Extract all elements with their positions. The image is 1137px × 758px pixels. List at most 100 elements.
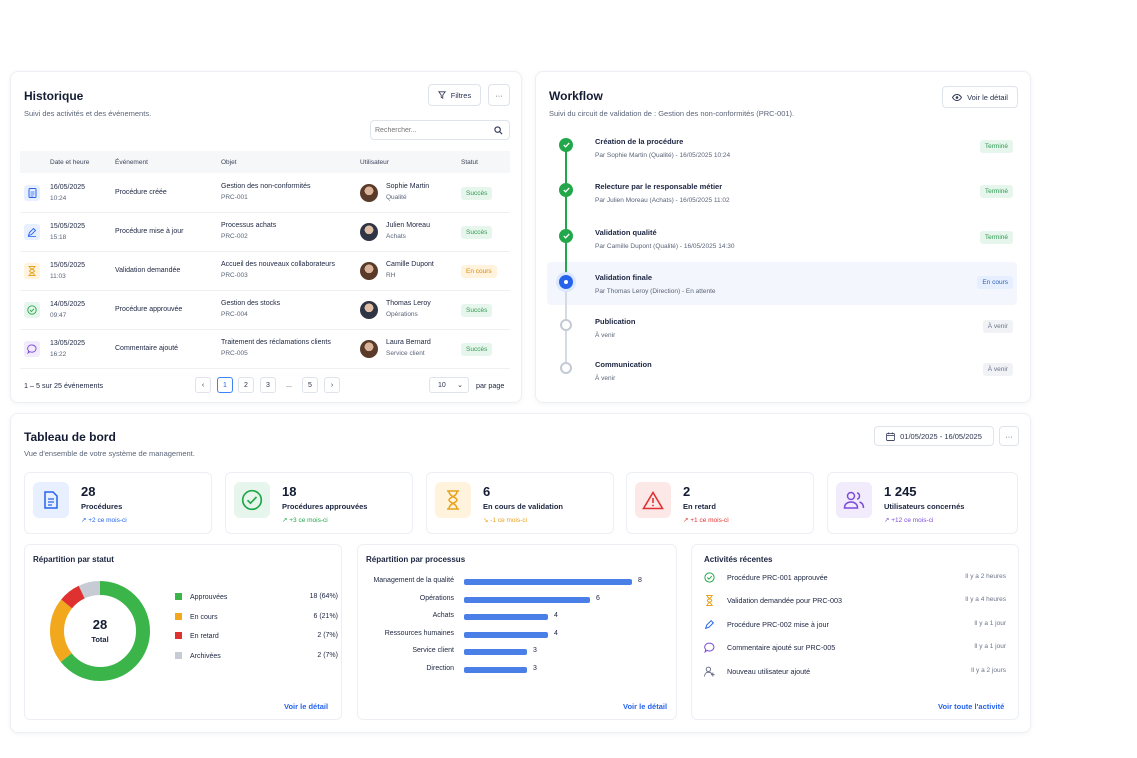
kpi-card-users[interactable]: 1 245 Utilisateurs concernés ↗ +12 ce mo…: [827, 472, 1018, 534]
activity-panel: Activités récentes Voir toute l'activité: [691, 544, 1019, 720]
legend-value: 2 (7%): [317, 652, 338, 659]
col-user[interactable]: Utilisateur: [360, 159, 389, 166]
table-row[interactable]: 16/05/2025 10:24 Procédure créée Gestion …: [20, 174, 510, 213]
bar-value-label: 4: [554, 629, 558, 637]
workflow-step[interactable]: Création de la procédure Par Sophie Mart…: [595, 137, 1013, 159]
col-object[interactable]: Objet: [221, 159, 237, 166]
row-code: PRC-003: [221, 272, 248, 279]
row-object[interactable]: Gestion des stocks: [221, 300, 281, 307]
row-user: Camille Dupont: [386, 261, 434, 268]
kpi-card-approved[interactable]: 18 Procédures approuvées ↗ +3 ce mois-ci: [225, 472, 413, 534]
kpi-card-late[interactable]: 2 En retard ↗ +1 ce mois-ci: [626, 472, 814, 534]
avatar: [360, 184, 378, 202]
avatar: [360, 262, 378, 280]
col-event[interactable]: Événement: [115, 159, 148, 166]
step-pending-icon: [560, 319, 572, 331]
kpi-trend: ↗ +2 ce mois-ci: [81, 517, 127, 524]
activity-text: Procédure PRC-001 approuvée: [727, 573, 828, 582]
dashboard-more-button[interactable]: ···: [999, 426, 1019, 446]
row-event: Commentaire ajouté: [115, 345, 179, 352]
filter-button[interactable]: Filtres: [428, 84, 481, 106]
page-button-2[interactable]: 2: [238, 377, 254, 393]
hourglass-icon: [24, 263, 40, 279]
row-time: 15:18: [50, 234, 67, 241]
row-dept: Opérations: [386, 311, 418, 318]
search-box[interactable]: [370, 120, 510, 140]
col-status[interactable]: Statut: [461, 159, 478, 166]
kpi-trend: ↗ +12 ce mois-ci: [884, 517, 934, 524]
col-date[interactable]: Date et heure: [50, 159, 90, 166]
search-input[interactable]: [375, 124, 485, 137]
row-object[interactable]: Gestion des non-conformités: [221, 183, 311, 190]
legend-item: Approuvées 18 (64%): [175, 593, 338, 601]
workflow-step[interactable]: Relecture par le responsable métier Par …: [595, 182, 1013, 204]
view-detail-button[interactable]: Voir le détail: [942, 86, 1018, 108]
page-button-3[interactable]: 3: [260, 377, 276, 393]
kpi-card-pending[interactable]: 6 En cours de validation ↘ -1 ce mois-ci: [426, 472, 614, 534]
process-detail-link[interactable]: Voir le détail: [623, 702, 668, 711]
activity-time: Il y a 2 heures: [965, 573, 1006, 580]
edit-icon: [704, 619, 715, 630]
step-detail: Par Camille Dupont (Qualité) - 16/05/202…: [595, 243, 735, 250]
status-donut-chart: [50, 581, 150, 681]
activity-all-link[interactable]: Voir toute l'activité: [938, 702, 1005, 711]
date-range-label: 01/05/2025 - 16/05/2025: [900, 431, 982, 441]
table-row[interactable]: 13/05/2025 16:22 Commentaire ajouté Trait…: [20, 330, 510, 369]
table-row[interactable]: 15/05/2025 15:18 Procédure mise à jour Pr…: [20, 213, 510, 252]
row-dept: Achats: [386, 233, 406, 240]
page-button-5[interactable]: 5: [302, 377, 318, 393]
document-icon: [24, 185, 40, 201]
status-badge: Succès: [461, 187, 493, 200]
filter-label: Filtres: [450, 90, 472, 100]
legend-value: 2 (7%): [317, 632, 338, 639]
kpi-label: Procédures: [81, 502, 123, 511]
history-more-button[interactable]: ···: [488, 84, 510, 106]
row-object[interactable]: Processus achats: [221, 222, 277, 229]
step-done-icon: [559, 138, 573, 152]
row-time: 09:47: [50, 312, 67, 319]
prev-page-button[interactable]: ‹: [195, 377, 211, 393]
date-range-button[interactable]: 01/05/2025 - 16/05/2025: [874, 426, 994, 446]
row-date: 15/05/2025: [50, 223, 86, 230]
step-detail: Par Thomas Leroy (Direction) - En attent…: [595, 288, 716, 295]
workflow-step[interactable]: Validation finale Par Thomas Leroy (Dire…: [595, 273, 1013, 295]
workflow-step[interactable]: Validation qualité Par Camille Dupont (Q…: [595, 228, 1013, 250]
table-row[interactable]: 15/05/2025 11:03 Validation demandée Accu…: [20, 252, 510, 291]
next-page-button[interactable]: ›: [324, 377, 340, 393]
workflow-step[interactable]: Publication À venir À venir: [595, 317, 1013, 339]
step-status-badge: Terminé: [979, 140, 1013, 153]
kpi-trend: ↘ -1 ce mois-ci: [483, 517, 528, 524]
donut-slice-archivées: [50, 581, 150, 681]
status-panel: Répartition par statut 28 Total Approuvé…: [24, 544, 342, 720]
step-status-badge: En cours: [977, 276, 1013, 289]
hourglass-icon: [706, 595, 713, 606]
more-icon: ···: [495, 90, 503, 100]
table-row[interactable]: 14/05/2025 09:47 Procédure approuvée Gest…: [20, 291, 510, 330]
row-time: 16:22: [50, 351, 67, 358]
donut-slice-en-cours: [50, 581, 150, 681]
step-status-badge: À venir: [982, 363, 1013, 376]
row-object[interactable]: Accueil des nouveaux collaborateurs: [221, 261, 336, 268]
row-date: 15/05/2025: [50, 262, 86, 269]
row-code: PRC-002: [221, 233, 248, 240]
history-title: Historique: [24, 89, 84, 103]
page-button-1[interactable]: 1: [217, 377, 233, 393]
legend-value: 6 (21%): [313, 613, 338, 620]
legend-item: Archivées 2 (7%): [175, 652, 338, 660]
workflow-step[interactable]: Communication À venir À venir: [595, 360, 1013, 382]
edit-icon: [24, 224, 40, 240]
step-detail: À venir: [595, 332, 616, 339]
activity-time: Il y a 4 heures: [965, 596, 1006, 603]
row-object[interactable]: Traitement des réclamations clients: [221, 339, 331, 346]
per-page-select[interactable]: 10 ⌄: [429, 377, 469, 393]
status-detail-link[interactable]: Voir le détail: [284, 702, 329, 711]
comment-icon: [704, 642, 715, 653]
step-detail: À venir: [595, 375, 616, 382]
legend-label: En cours: [190, 614, 218, 621]
step-detail: Par Sophie Martin (Qualité) - 16/05/2025…: [595, 152, 731, 159]
step-name: Publication: [595, 317, 636, 326]
legend-item: En cours 6 (21%): [175, 613, 338, 621]
search-icon[interactable]: [494, 126, 503, 135]
bar-category-label: Direction: [426, 665, 454, 672]
kpi-card-procedures[interactable]: 28 Procédures ↗ +2 ce mois-ci: [24, 472, 212, 534]
